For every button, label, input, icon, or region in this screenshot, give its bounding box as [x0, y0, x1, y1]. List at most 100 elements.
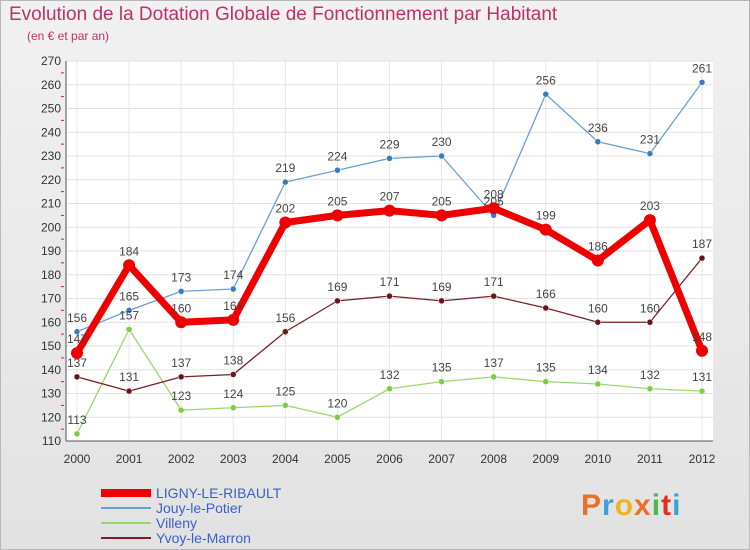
data-label-ligny-le-ribault: 203 — [640, 199, 660, 213]
data-point-ligny-le-ribault — [487, 202, 500, 215]
data-point-villeny — [490, 373, 497, 381]
data-point-villeny — [73, 430, 81, 438]
data-label-ligny-le-ribault: 147 — [67, 332, 87, 346]
data-label-ligny-le-ribault: 208 — [484, 187, 504, 201]
data-label-yvoy-le-marron: 137 — [171, 356, 191, 370]
data-label-ligny-le-ribault: 160 — [171, 301, 191, 315]
legend-label-yvoy-le-marron: Yvoy-le-Marron — [156, 530, 251, 546]
data-point-ligny-le-ribault — [279, 216, 292, 229]
data-label-villeny: 123 — [171, 389, 191, 403]
y-tick-label: 170 — [41, 292, 61, 306]
data-point-ligny-le-ribault — [331, 209, 344, 222]
data-point-yvoy-le-marron — [282, 328, 289, 335]
y-tick-label: 260 — [41, 78, 61, 92]
proxiti-logo: Proxiti — [581, 489, 681, 523]
data-label-villeny: 125 — [275, 384, 295, 398]
data-label-ligny-le-ribault: 199 — [536, 209, 556, 223]
data-point-yvoy-le-marron — [334, 297, 341, 305]
data-point-yvoy-le-marron — [177, 373, 185, 381]
data-point-jouy-le-potier — [594, 138, 602, 145]
x-tick-label: 2001 — [116, 452, 143, 466]
data-point-ligny-le-ribault — [696, 344, 708, 357]
data-label-villeny: 131 — [692, 370, 712, 384]
chart-subtitle: (en € et par an) — [27, 29, 110, 43]
data-point-villeny — [230, 404, 237, 411]
data-label-jouy-le-potier: 219 — [275, 161, 295, 175]
data-label-yvoy-le-marron: 138 — [223, 354, 243, 368]
data-point-ligny-le-ribault — [435, 209, 448, 222]
data-label-ligny-le-ribault: 184 — [119, 244, 139, 258]
data-point-ligny-le-ribault — [123, 259, 136, 272]
logo-letter: o — [614, 489, 635, 522]
y-tick-label: 120 — [41, 410, 61, 424]
data-point-yvoy-le-marron — [646, 319, 654, 326]
data-point-villeny — [282, 402, 289, 409]
data-label-ligny-le-ribault: 205 — [327, 194, 347, 208]
data-point-villeny — [698, 387, 706, 395]
y-tick-label: 250 — [41, 102, 61, 116]
data-point-yvoy-le-marron — [125, 387, 133, 395]
y-tick-label: 210 — [41, 197, 61, 211]
data-label-jouy-le-potier: 224 — [327, 149, 347, 163]
data-point-yvoy-le-marron — [438, 297, 445, 305]
data-label-jouy-le-potier: 165 — [119, 289, 139, 303]
x-tick-label: 2002 — [168, 452, 195, 466]
x-tick-label: 2005 — [324, 452, 351, 466]
data-label-yvoy-le-marron: 187 — [692, 237, 712, 251]
data-label-yvoy-le-marron: 137 — [67, 356, 87, 370]
x-tick-label: 2007 — [428, 452, 455, 466]
data-point-ligny-le-ribault — [175, 316, 188, 329]
data-label-villeny: 134 — [588, 363, 608, 377]
x-tick-label: 2000 — [64, 452, 91, 466]
data-label-jouy-le-potier: 173 — [171, 270, 191, 284]
logo-letter: i — [672, 489, 682, 522]
logo-letter: r — [602, 489, 615, 522]
data-point-villeny — [438, 378, 445, 385]
logo-letter: P — [581, 489, 603, 522]
data-label-yvoy-le-marron: 169 — [432, 280, 452, 294]
data-label-jouy-le-potier: 156 — [67, 311, 87, 325]
y-tick-label: 150 — [41, 339, 61, 353]
data-label-yvoy-le-marron: 171 — [484, 275, 504, 289]
data-point-yvoy-le-marron — [542, 304, 549, 312]
data-point-jouy-le-potier — [334, 167, 341, 174]
data-label-ligny-le-ribault: 161 — [223, 299, 243, 313]
data-point-jouy-le-potier — [125, 307, 133, 314]
data-point-jouy-le-potier — [230, 285, 237, 293]
data-label-villeny: 135 — [536, 361, 556, 375]
data-label-jouy-le-potier: 230 — [432, 135, 452, 149]
data-label-villeny: 157 — [119, 308, 139, 322]
data-point-yvoy-le-marron — [490, 292, 497, 300]
data-label-villeny: 132 — [379, 368, 399, 382]
data-point-villeny — [125, 326, 133, 333]
data-label-yvoy-le-marron: 171 — [379, 275, 399, 289]
x-tick-label: 2003 — [220, 452, 247, 466]
legend-label-ligny-le-ribault: LIGNY-LE-RIBAULT — [156, 485, 282, 501]
data-point-villeny — [594, 380, 602, 388]
data-label-jouy-le-potier: 256 — [536, 73, 556, 87]
data-point-ligny-le-ribault — [71, 347, 83, 360]
data-label-villeny: 135 — [432, 361, 452, 375]
data-label-jouy-le-potier: 236 — [588, 121, 608, 135]
data-point-villeny — [334, 414, 341, 421]
data-label-ligny-le-ribault: 148 — [692, 330, 712, 344]
y-tick-label: 270 — [41, 54, 61, 68]
y-tick-label: 110 — [42, 434, 61, 448]
data-point-villeny — [177, 406, 185, 414]
data-point-jouy-le-potier — [73, 328, 81, 335]
data-point-yvoy-le-marron — [594, 319, 602, 326]
data-point-villeny — [386, 385, 393, 392]
data-label-villeny: 124 — [223, 387, 243, 401]
data-point-villeny — [646, 385, 654, 392]
data-point-jouy-le-potier — [438, 152, 445, 160]
logo-letter: x — [634, 489, 652, 522]
data-label-jouy-le-potier: 174 — [223, 268, 243, 282]
x-tick-label: 2011 — [637, 452, 663, 466]
x-tick-label: 2006 — [376, 452, 403, 466]
chart-title: Evolution de la Dotation Globale de Fonc… — [9, 4, 558, 25]
data-label-villeny: 113 — [67, 413, 86, 427]
data-label-villeny: 137 — [484, 356, 504, 370]
x-tick-label: 2008 — [480, 452, 507, 466]
data-label-ligny-le-ribault: 207 — [379, 190, 399, 204]
